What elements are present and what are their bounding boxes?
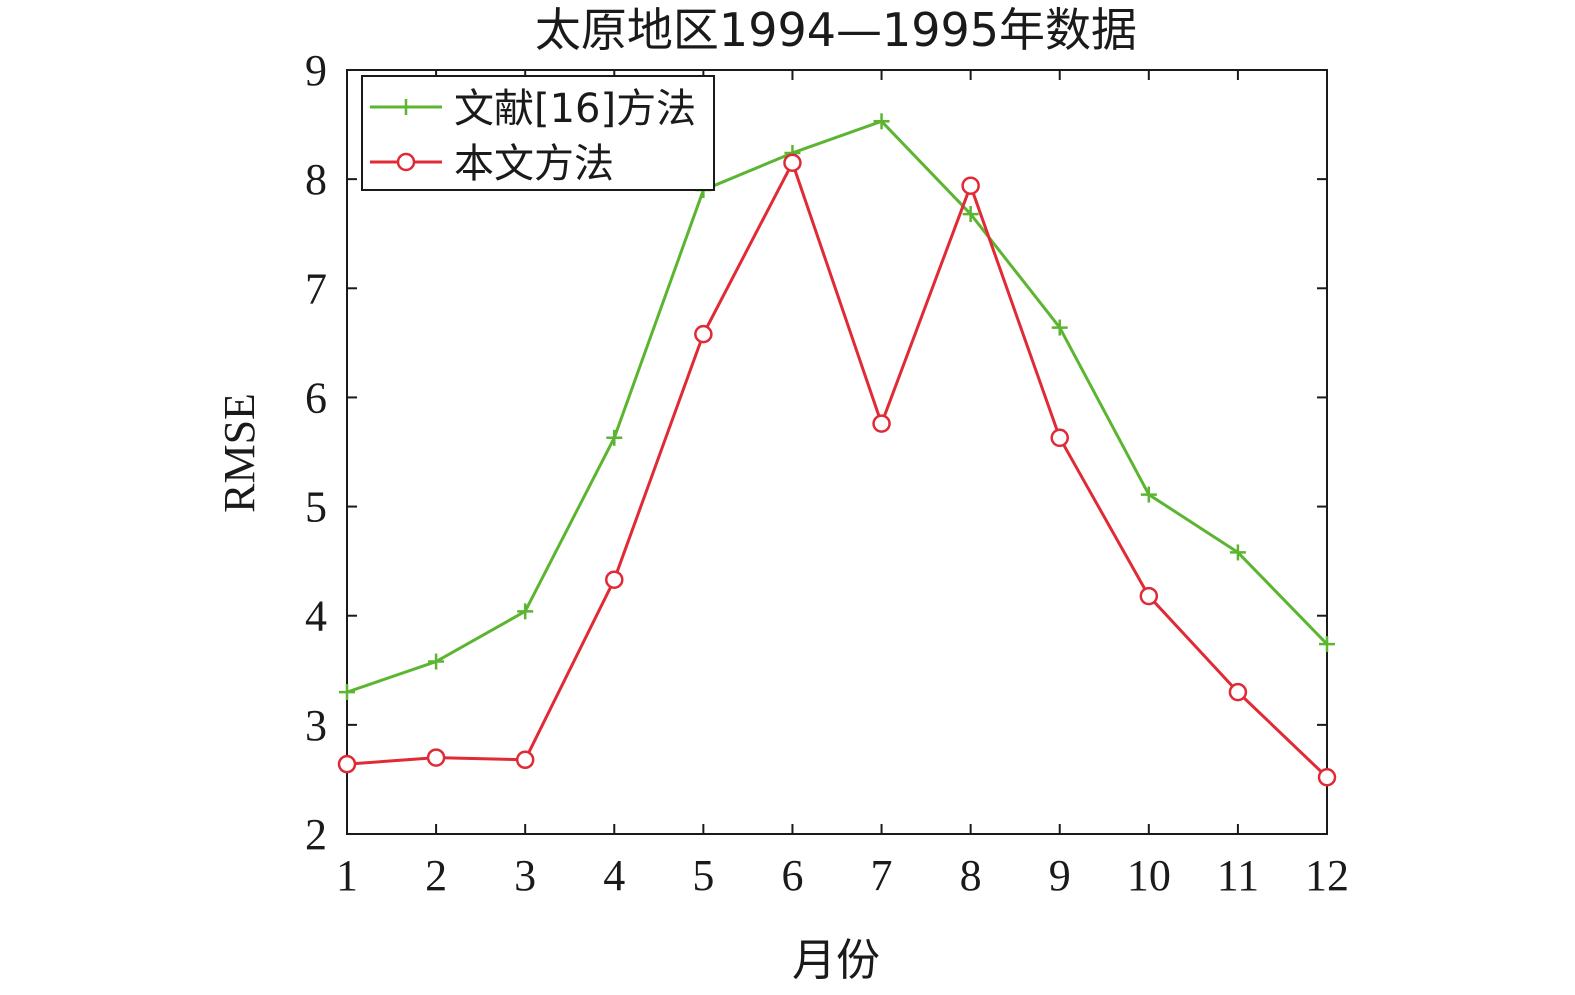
- plot-frame: [346, 69, 1328, 835]
- data-point: [428, 653, 445, 670]
- data-point: [1140, 486, 1157, 503]
- data-point: [694, 324, 713, 344]
- series-line-0: [346, 119, 1329, 694]
- x-tick-label: 3: [514, 851, 536, 900]
- x-tick-label: 10: [1127, 851, 1171, 900]
- data-point: [1051, 319, 1068, 336]
- x-tick-label: 7: [871, 851, 893, 900]
- y-tick-label: 2: [305, 810, 327, 859]
- data-point: [1317, 767, 1337, 787]
- x-tick-label: 12: [1305, 851, 1349, 900]
- legend-label: 文献[16]方法: [454, 86, 696, 132]
- x-tick-label: 11: [1217, 851, 1259, 900]
- data-point: [961, 176, 980, 195]
- data-point: [1228, 682, 1248, 702]
- series-line-1: [346, 161, 1329, 779]
- x-tick-label: 8: [960, 851, 982, 900]
- data-point: [1229, 544, 1246, 561]
- x-tick-label: 1: [336, 851, 358, 900]
- legend-label: 本文方法: [454, 141, 614, 187]
- data-point: [339, 684, 355, 701]
- series-layer: [337, 113, 1337, 787]
- y-tick-label: 6: [305, 373, 327, 422]
- series-0: [339, 113, 1335, 701]
- data-point: [515, 750, 535, 770]
- data-point: [962, 206, 979, 223]
- chart-title: 太原地区1994—1995年数据: [535, 3, 1137, 57]
- data-point: [783, 153, 802, 173]
- data-point: [872, 414, 891, 433]
- data-point: [426, 748, 446, 767]
- y-tick-label: 8: [305, 155, 327, 204]
- x-axis-label: 月份: [792, 935, 880, 986]
- x-tick-label: 5: [692, 851, 714, 900]
- legend-box: [361, 75, 715, 191]
- y-tick-label: 4: [305, 592, 327, 641]
- x-tick-label: 2: [425, 851, 447, 900]
- data-point: [1319, 636, 1335, 653]
- data-point: [606, 429, 623, 446]
- legend-marker: [396, 152, 416, 172]
- y-tick-label: 7: [305, 264, 327, 313]
- x-tick-label: 6: [781, 851, 803, 900]
- data-point: [337, 754, 357, 774]
- y-tick-label: 9: [305, 46, 327, 95]
- y-tick-label: 3: [305, 701, 327, 750]
- legend-marker: [398, 99, 414, 115]
- x-tick-label: 9: [1049, 851, 1071, 900]
- data-point: [605, 570, 624, 589]
- data-point: [873, 113, 890, 130]
- data-point: [1050, 428, 1069, 448]
- data-point: [1139, 586, 1159, 606]
- y-axis-label: RMSE: [215, 393, 264, 513]
- series-1: [337, 153, 1337, 787]
- y-tick-label: 5: [305, 483, 327, 532]
- data-point: [517, 603, 534, 620]
- x-tick-label: 4: [603, 851, 625, 900]
